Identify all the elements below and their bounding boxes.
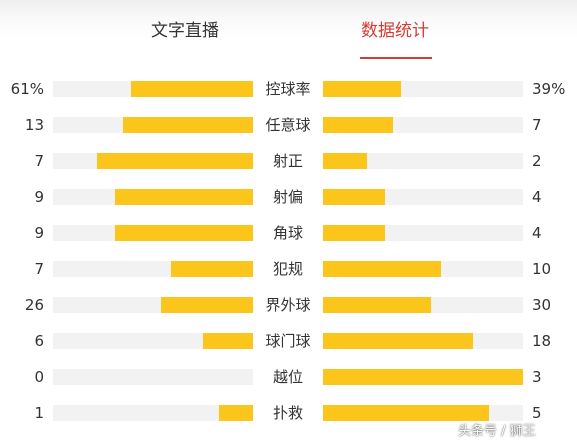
tab-live-text[interactable]: 文字直播: [151, 21, 219, 41]
away-value: 4: [532, 224, 542, 242]
away-value: 18: [532, 332, 552, 350]
away-value: 30: [532, 296, 552, 314]
home-bar-fill: [97, 153, 253, 169]
home-value: 9: [34, 188, 44, 206]
away-bar: [323, 369, 523, 385]
home-bar: [53, 297, 253, 313]
away-bar-fill: [323, 261, 441, 277]
away-bar-fill: [323, 405, 489, 421]
home-bar-fill: [115, 225, 253, 241]
stat-row: 9 角球 4: [0, 215, 577, 251]
away-bar: [323, 153, 523, 169]
stat-label: 射偏: [272, 188, 303, 206]
stat-label: 射正: [272, 152, 303, 170]
away-bar: [323, 81, 523, 97]
away-bar-fill: [323, 225, 385, 241]
stat-label: 任意球: [265, 116, 311, 134]
home-bar: [53, 117, 253, 133]
stat-label: 角球: [272, 224, 303, 242]
home-value: 61%: [10, 80, 44, 98]
stat-row: 61% 控球率 39%: [0, 71, 577, 107]
home-value: 9: [34, 224, 44, 242]
stat-label: 犯规: [272, 260, 303, 278]
home-bar: [53, 153, 253, 169]
away-bar-fill: [323, 369, 523, 385]
away-bar-fill: [323, 333, 473, 349]
stat-row: 9 射偏 4: [0, 179, 577, 215]
tab-stats[interactable]: 数据统计: [361, 21, 429, 41]
away-bar-fill: [323, 81, 401, 97]
away-value: 3: [532, 368, 542, 386]
away-bar: [323, 117, 523, 133]
away-bar-fill: [323, 297, 431, 313]
away-value: 39%: [532, 80, 566, 98]
home-bar-fill: [171, 261, 253, 277]
away-value: 5: [532, 404, 542, 422]
home-bar-fill: [123, 117, 253, 133]
home-bar: [53, 261, 253, 277]
away-bar: [323, 405, 523, 421]
away-bar: [323, 261, 523, 277]
home-value: 13: [24, 116, 44, 134]
home-value: 1: [34, 404, 44, 422]
stat-row: 7 射正 2: [0, 143, 577, 179]
home-value: 7: [34, 152, 44, 170]
stat-label: 球门球: [265, 332, 311, 350]
away-bar-fill: [323, 189, 385, 205]
home-value: 6: [34, 332, 44, 350]
home-bar: [53, 405, 253, 421]
away-value: 2: [532, 152, 542, 170]
home-bar: [53, 189, 253, 205]
stat-label: 控球率: [265, 80, 311, 98]
away-bar: [323, 189, 523, 205]
away-bar-fill: [323, 117, 393, 133]
active-tab-indicator: [360, 57, 432, 59]
tab-bar: 文字直播 数据统计: [0, 0, 577, 60]
home-bar-fill: [219, 405, 253, 421]
home-value: 7: [34, 260, 44, 278]
home-bar: [53, 369, 253, 385]
stat-row: 6 球门球 18: [0, 323, 577, 359]
home-bar: [53, 333, 253, 349]
away-bar: [323, 333, 523, 349]
away-value: 4: [532, 188, 542, 206]
stat-label: 界外球: [265, 296, 311, 314]
home-bar-fill: [115, 189, 253, 205]
stat-label: 扑救: [272, 404, 303, 422]
stat-row: 7 犯规 10: [0, 251, 577, 287]
away-bar: [323, 225, 523, 241]
home-bar-fill: [161, 297, 253, 313]
home-bar: [53, 81, 253, 97]
stat-row: 26 界外球 30: [0, 287, 577, 323]
away-value: 10: [532, 260, 552, 278]
stat-label: 越位: [272, 368, 303, 386]
home-bar-fill: [131, 81, 253, 97]
away-bar: [323, 297, 523, 313]
stat-row: 13 任意球 7: [0, 107, 577, 143]
home-value: 26: [24, 296, 44, 314]
away-bar-fill: [323, 153, 367, 169]
watermark: 头条号 / 狮王: [458, 424, 536, 439]
away-value: 7: [532, 116, 542, 134]
stat-row: 1 扑救 5: [0, 395, 577, 431]
home-value: 0: [34, 368, 44, 386]
home-bar: [53, 225, 253, 241]
stat-row: 0 越位 3: [0, 359, 577, 395]
home-bar-fill: [203, 333, 253, 349]
